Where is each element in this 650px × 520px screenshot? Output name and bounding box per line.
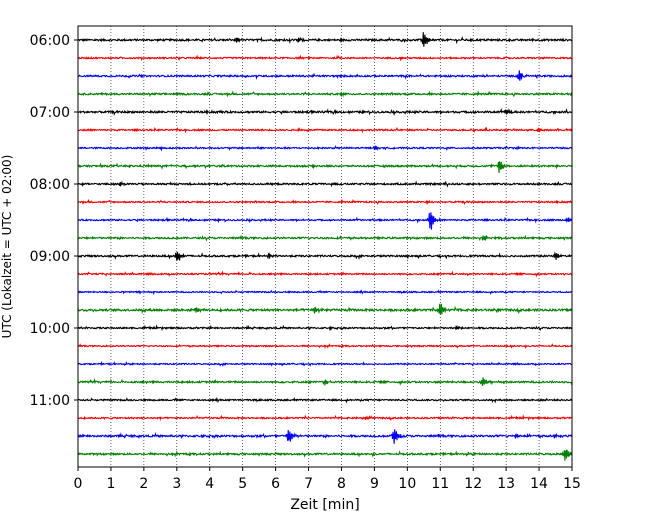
x-tick-label: 4 [205,476,214,492]
trace-0630 [77,70,573,81]
grid-layer [110,26,540,467]
x-tick-label: 0 [74,476,83,492]
trace-0700 [77,107,573,117]
trace-0715 [77,126,573,134]
y-tick-label: 10:00 [30,321,70,337]
trace-1015 [77,343,573,350]
tick-layer: 0 1 2 3 4 5 6 7 8 9 10 11 12 13 14 1506:0007:0008:0009:… [30,33,581,492]
trace-1115 [77,414,573,422]
trace-0645 [77,90,573,98]
x-tick-label: 1 [106,476,115,492]
trace-0615 [77,54,573,62]
x-tick-label: 14 [530,476,548,492]
x-tick-label: 9 [370,476,379,492]
trace-1145 [77,449,573,461]
trace-1000 [77,324,573,332]
y-tick-label: 07:00 [30,105,70,121]
trace-0930 [77,289,573,296]
trace-0815 [77,198,573,206]
x-tick-label: 13 [497,476,515,492]
trace-1030 [77,360,573,368]
trace-0830 [77,212,573,230]
y-axis-label: UTC (Lokalzeit = UTC + 02:00) [0,155,14,339]
trace-1100 [77,396,573,404]
x-axis-label: Zeit [min] [290,497,359,513]
trace-0600 [77,32,573,47]
y-tick-label: 06:00 [30,33,70,49]
x-tick-label: 11 [431,476,449,492]
trace-0915 [77,270,573,278]
x-tick-label: 5 [238,476,247,492]
x-tick-label: 15 [563,476,581,492]
x-tick-label: 8 [337,476,346,492]
trace-1130 [77,429,573,444]
trace-1045 [77,377,573,387]
y-tick-label: 09:00 [30,249,70,265]
x-tick-label: 3 [172,476,181,492]
trace-0900 [77,251,573,261]
trace-0945 [77,303,573,315]
x-tick-label: 10 [398,476,416,492]
trace-layer [77,32,573,461]
x-tick-label: 12 [464,476,482,492]
trace-0845 [77,234,573,242]
trace-0730 [77,145,573,152]
trace-0745 [77,161,573,174]
plot-frame [77,25,573,468]
y-tick-label: 11:00 [30,393,70,409]
trace-0800 [77,180,573,188]
x-tick-label: 6 [271,476,280,492]
y-tick-label: 08:00 [30,177,70,193]
x-tick-label: 2 [139,476,148,492]
x-tick-label: 7 [304,476,313,492]
